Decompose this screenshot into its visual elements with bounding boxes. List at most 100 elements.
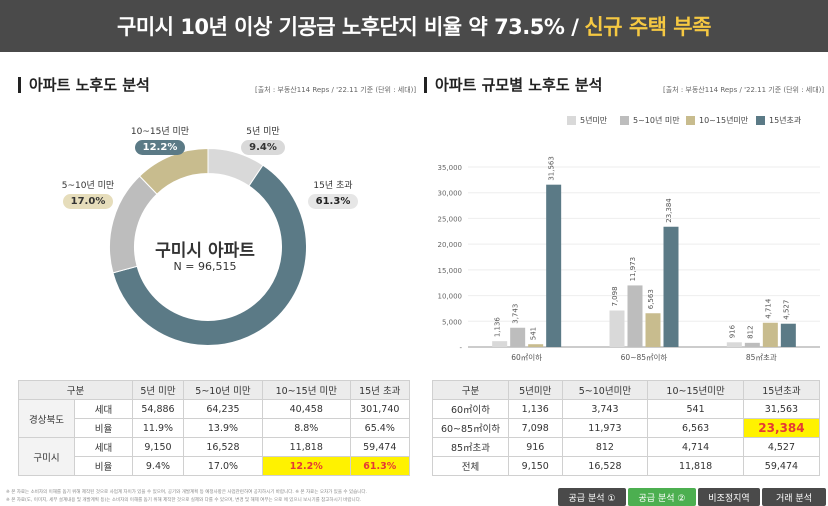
cell: 1,136 [508, 399, 563, 419]
cell: 4,714 [647, 437, 744, 457]
right-section-title: 아파트 규모별 노후도 분석 [424, 77, 602, 93]
legend-swatch [686, 116, 695, 125]
highlight-cell: 61.3% [349, 456, 411, 476]
cell: 40,458 [262, 399, 351, 419]
cell: 16,528 [561, 456, 649, 476]
label-over15-name: 15년 초과 [313, 181, 353, 191]
table-row: 60㎡이하 1,136 3,743 541 31,563 [432, 399, 821, 419]
cell: 9,150 [132, 437, 184, 457]
age-donut-chart [109, 147, 307, 346]
label-5to10-name: 5~10년 미만 [61, 181, 115, 191]
donut-center-n: N = 96,515 [173, 260, 237, 273]
legend-label: 5~10년 미만 [633, 116, 680, 125]
cell: 11,818 [647, 456, 744, 476]
highlight-cell: 23,384 [742, 418, 821, 438]
bar [663, 226, 679, 347]
cell: 9.4% [132, 456, 184, 476]
y-tick-label: 20,000 [438, 241, 463, 249]
th: 10~15년미만 [647, 380, 744, 400]
legend-item: 5~10년 미만 [620, 115, 680, 126]
legend-label: 15년초과 [769, 116, 802, 125]
cell: 301,740 [349, 399, 411, 419]
left-table-header: 구분 5년 미만 5~10년 미만 10~15년 미만 15년 초과 [18, 380, 411, 400]
region-cell: 경상북도 [18, 399, 75, 438]
bar [546, 184, 562, 347]
cell: 59,474 [742, 456, 821, 476]
row-label: 전체 [432, 456, 509, 476]
cell: 812 [561, 437, 649, 457]
cell: 31,563 [742, 399, 821, 419]
label-under5-name: 5년 미만 [246, 127, 280, 137]
banner-highlight: 신규 주택 부족 [584, 15, 711, 39]
y-tick-label: 30,000 [438, 190, 463, 198]
th: 구분 [18, 380, 133, 400]
bar [510, 327, 526, 347]
bar-value-label: 7,098 [611, 286, 619, 306]
th: 15년초과 [742, 380, 821, 400]
label-10to15-pct: 12.2% [134, 140, 186, 155]
row-label: 60㎡이하 [432, 399, 509, 419]
row-label: 세대 [74, 437, 133, 457]
x-tick-label: 60~85㎡이하 [621, 352, 668, 362]
th: 5년미만 [508, 380, 563, 400]
bar [528, 344, 544, 347]
legend-label: 10~15년미만 [699, 116, 749, 125]
label-under5-pct: 9.4% [241, 140, 285, 155]
cell: 6,563 [647, 418, 744, 438]
y-tick-label: 35,000 [438, 164, 463, 172]
x-tick-label: 85㎡초과 [746, 353, 777, 362]
donut-label-10to15: 10~15년 미만 12.2% [120, 124, 200, 155]
supply-analysis-2-button[interactable]: 공급 분석 ② [628, 488, 696, 506]
row-label: 비율 [74, 456, 133, 476]
donut-slice [138, 147, 209, 195]
th: 5년 미만 [132, 380, 184, 400]
cell: 11.9% [132, 418, 184, 438]
banner-title: 구미시 10년 이상 기공급 노후단지 비율 약 73.5% / [117, 15, 579, 39]
cell: 4,527 [742, 437, 821, 457]
bar-value-label: 541 [530, 327, 538, 340]
table-row: 85㎡초과 916 812 4,714 4,527 [432, 437, 821, 457]
x-tick-label: 60㎡이하 [511, 352, 542, 362]
left-section-title: 아파트 노후도 분석 [18, 77, 150, 93]
size-bar-chart: - 5,000 10,000 15,000 20,000 25,000 30,000 35,0… [438, 156, 820, 362]
th: 5~10년 미만 [182, 380, 264, 400]
cell: 8.8% [262, 418, 351, 438]
donut-center-title: 구미시 아파트 [155, 241, 255, 261]
bar-value-label: 4,527 [782, 300, 790, 320]
table-row: 전체 9,150 16,528 11,818 59,474 [432, 456, 821, 476]
left-table: 구분 5년 미만 5~10년 미만 10~15년 미만 15년 초과 경상북도 … [18, 380, 411, 476]
table-row: 경상북도 세대 54,886 64,235 40,458 301,740 [18, 399, 411, 438]
cell: 541 [647, 399, 744, 419]
cell: 7,098 [508, 418, 563, 438]
cell: 65.4% [349, 418, 411, 438]
non-regulated-area-button[interactable]: 비조정지역 [698, 488, 760, 506]
right-table: 구분 5년미만 5~10년미만 10~15년미만 15년초과 60㎡이하 1,1… [432, 380, 821, 476]
cell: 11,818 [262, 437, 351, 457]
table-row: 비율 9.4% 17.0% 12.2% 61.3% [19, 456, 411, 476]
cell: 11,973 [561, 418, 649, 438]
cell: 64,235 [182, 399, 264, 419]
row-label: 비율 [74, 418, 133, 438]
legend-swatch [620, 116, 629, 125]
bar-value-label: 916 [728, 324, 736, 338]
cell: 916 [508, 437, 563, 457]
bar-value-label: 812 [746, 325, 754, 338]
label-5to10-pct: 17.0% [62, 194, 114, 209]
donut-slice [112, 164, 307, 346]
right-table-header: 구분 5년미만 5~10년미만 10~15년미만 15년초과 [432, 380, 821, 400]
bar [492, 341, 508, 347]
bar [762, 322, 778, 347]
y-tick-label: 25,000 [438, 215, 463, 223]
bar [780, 323, 796, 347]
cell: 3,743 [561, 399, 649, 419]
cell: 17.0% [182, 456, 264, 476]
supply-analysis-1-button[interactable]: 공급 분석 ① [558, 488, 626, 506]
row-label: 세대 [74, 399, 133, 419]
label-over15-pct: 61.3% [307, 194, 359, 209]
bar-value-label: 4,714 [764, 298, 772, 319]
cell: 54,886 [132, 399, 184, 419]
bar [609, 310, 625, 347]
bar-value-label: 31,563 [548, 156, 556, 181]
transaction-analysis-button[interactable]: 거래 분석 [762, 488, 826, 506]
donut-label-under5: 5년 미만 9.4% [238, 124, 288, 155]
